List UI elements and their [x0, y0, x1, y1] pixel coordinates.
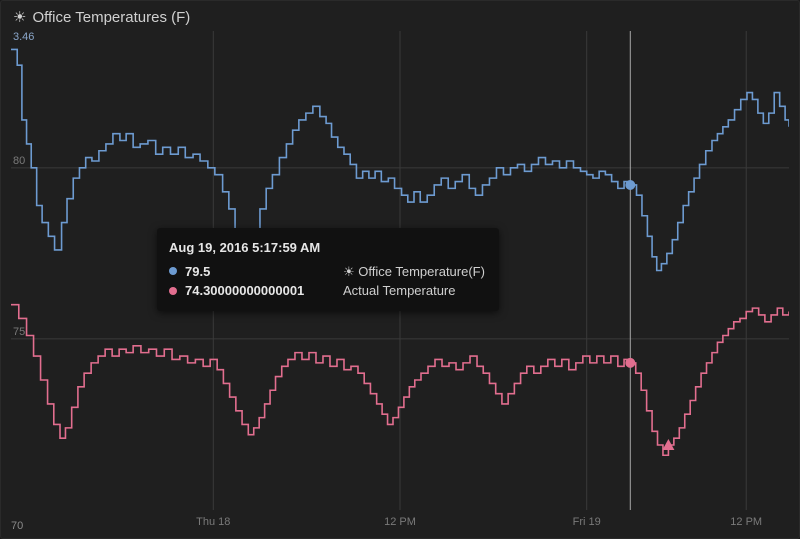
tooltip-row: 74.30000000000001 Actual Temperature [169, 281, 485, 301]
tooltip-series-name: Actual Temperature [343, 281, 456, 301]
y-axis-min-label: 70 [11, 520, 23, 532]
tooltip-row: 79.5 ☀ Office Temperature(F) [169, 262, 485, 282]
panel-title-row[interactable]: ☀ Office Temperatures (F) [1, 1, 799, 30]
chart-panel: ☀ Office Temperatures (F) 3.46 7580 Thu … [0, 0, 800, 539]
series-color-swatch [169, 267, 177, 275]
sun-icon: ☀ [13, 10, 26, 25]
tooltip-value: 74.30000000000001 [185, 281, 335, 301]
x-tick-label: 12 PM [384, 516, 416, 528]
tooltip-value: 79.5 [185, 262, 335, 282]
x-tick-label: Thu 18 [196, 516, 230, 528]
series-color-swatch [169, 287, 177, 295]
tooltip-timestamp: Aug 19, 2016 5:17:59 AM [169, 238, 485, 258]
svg-text:75: 75 [13, 326, 25, 338]
chart-tooltip: Aug 19, 2016 5:17:59 AM 79.5 ☀ Office Tem… [157, 228, 499, 311]
x-tick-label: 12 PM [730, 516, 762, 528]
tooltip-series-name: ☀ Office Temperature(F) [343, 262, 485, 282]
cursor-marker-office [625, 180, 635, 190]
panel-title: Office Temperatures (F) [32, 9, 190, 26]
svg-text:80: 80 [13, 155, 25, 167]
x-tick-label: Fri 19 [573, 516, 601, 528]
cursor-marker-actual [625, 358, 635, 368]
x-axis-labels: Thu 18 12 PM Fri 19 12 PM [11, 516, 789, 530]
